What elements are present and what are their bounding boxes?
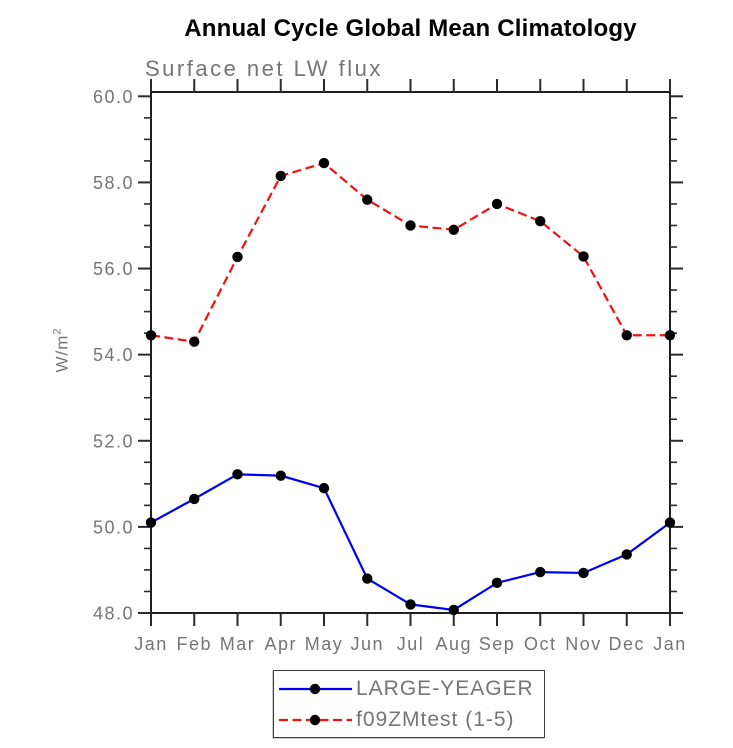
x-tick-label: Jul: [397, 634, 425, 654]
x-tick-label: May: [305, 634, 344, 654]
chart-subtitle: Surface net LW flux: [145, 56, 383, 81]
data-point-marker: [664, 517, 676, 528]
y-tick-label: 60.0: [93, 87, 134, 107]
x-tick-label: Sep: [479, 634, 516, 654]
x-tick-label: Jun: [350, 634, 384, 654]
legend-marker-dot: [309, 714, 321, 725]
legend-item-large-yeager: LARGE-YEAGER: [277, 673, 544, 704]
data-point-marker: [318, 482, 330, 494]
data-point-marker: [275, 170, 286, 182]
data-point-marker: [189, 336, 200, 347]
data-point-marker: [448, 224, 459, 235]
data-point-marker: [405, 220, 416, 231]
x-tick-label: Jan: [134, 634, 168, 654]
data-point-marker: [578, 567, 589, 579]
x-tick-label: Mar: [220, 634, 256, 654]
legend-item-f09zmtest: f09ZMtest (1-5): [277, 704, 544, 735]
plot-frame: [150, 91, 671, 614]
y-tick-label: 48.0: [93, 604, 134, 624]
data-point-marker: [535, 215, 546, 227]
x-tick-label: Dec: [608, 634, 645, 654]
x-tick-label: Nov: [565, 634, 602, 654]
data-point-marker: [405, 599, 416, 610]
y-tick-label: 54.0: [93, 345, 134, 365]
x-tick-label: Jan: [653, 634, 687, 654]
legend-marker-dot: [309, 683, 321, 694]
data-point-marker: [232, 251, 243, 263]
legend-label-f09zmtest: f09ZMtest (1-5): [356, 707, 515, 731]
data-point-marker: [275, 470, 286, 481]
chart-title: Annual Cycle Global Mean Climatology: [184, 15, 637, 42]
legend-dashed-line-sample: [279, 714, 352, 725]
data-point-marker: [621, 549, 632, 560]
data-point-marker: [621, 330, 632, 341]
y-tick-label: 52.0: [93, 431, 134, 451]
data-point-marker: [491, 198, 503, 210]
series-line-f09zmtest-1-5-: [150, 161, 670, 343]
y-tick-label: 56.0: [93, 259, 134, 279]
legend-solid-line-sample: [279, 683, 352, 694]
data-point-marker: [448, 604, 459, 616]
data-point-marker: [362, 573, 373, 584]
x-tick-label: Apr: [264, 634, 297, 654]
data-point-marker: [578, 251, 589, 262]
data-point-marker: [491, 577, 503, 589]
data-point-marker: [318, 157, 330, 169]
x-tick-label: Feb: [176, 634, 212, 654]
series-line-large-yeager: [150, 473, 671, 612]
data-point-marker: [145, 517, 157, 528]
data-point-marker: [664, 330, 676, 341]
y-tick-label: 50.0: [93, 517, 134, 537]
x-tick-label: Aug: [435, 634, 472, 654]
data-point-marker: [362, 194, 373, 205]
data-point-marker: [145, 330, 157, 341]
data-point-marker: [232, 469, 243, 480]
legend-label-large-yeager: LARGE-YEAGER: [356, 676, 534, 700]
legend: LARGE-YEAGER f09ZMtest (1-5): [273, 670, 545, 738]
x-tick-label: Oct: [524, 634, 557, 654]
data-point-marker: [189, 493, 200, 505]
data-point-marker: [535, 566, 546, 578]
y-tick-label: 58.0: [93, 173, 134, 193]
